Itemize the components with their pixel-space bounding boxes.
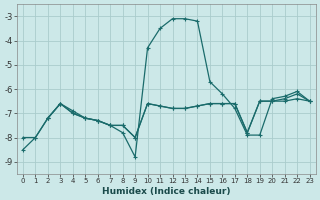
X-axis label: Humidex (Indice chaleur): Humidex (Indice chaleur) — [102, 187, 230, 196]
